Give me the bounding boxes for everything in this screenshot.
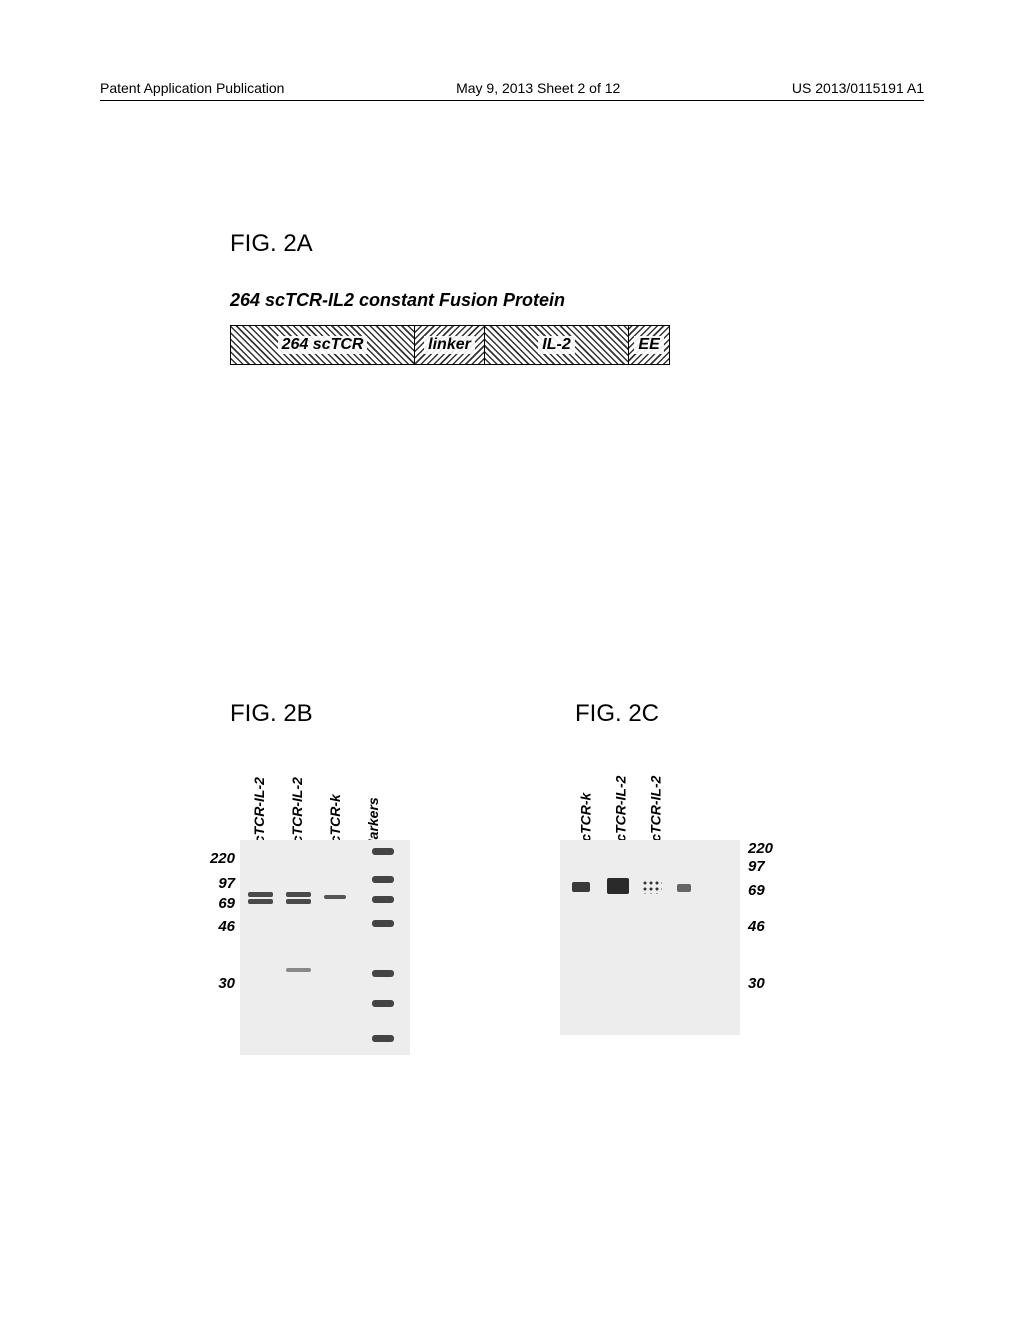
marker-band [372,1035,394,1042]
gel-b-container: scTCR-IL-2scTCR-IL-2scTCR-kMarkers 22097… [190,740,410,1055]
marker-label: 220 [210,850,235,867]
header-left: Patent Application Publication [100,80,284,96]
diagram-section-linker: linker [415,326,485,364]
header-center: May 9, 2013 Sheet 2 of 12 [456,80,620,96]
fusion-protein-diagram: 264 scTCRlinkerIL-2EE [230,325,670,365]
marker-label: 46 [748,918,765,935]
fig-2b-label: FIG. 2B [230,700,313,728]
marker-band [372,848,394,855]
diagram-section-il-2: IL-2 [485,326,629,364]
gel-band [248,892,273,897]
gel-b-image [240,840,410,1055]
gel-band [286,892,311,897]
gel-band [324,895,346,899]
marker-band [372,920,394,927]
fig-2a-label: FIG. 2A [230,230,313,258]
page-header: Patent Application Publication May 9, 20… [100,80,924,101]
gel-c-container: scTCR-kscTCR-IL-2scTCR-IL-2 22097694630 [560,740,780,1035]
gel-band [572,882,590,892]
gel-band [607,878,629,894]
marker-band [372,1000,394,1007]
diagram-section-ee: EE [629,326,669,364]
fig-2a-subtitle: 264 scTCR-IL2 constant Fusion Protein [230,290,565,311]
fig-2c-label: FIG. 2C [575,700,659,728]
marker-band [372,876,394,883]
gel-band [677,884,691,892]
gel-band [286,899,311,904]
marker-label: 30 [748,975,765,992]
marker-band [372,896,394,903]
marker-label: 97 [748,858,765,875]
header-right: US 2013/0115191 A1 [792,80,924,96]
marker-label: 220 [748,840,773,857]
marker-label: 97 [218,875,235,892]
gel-band [642,880,662,894]
marker-label: 30 [218,975,235,992]
marker-label: 69 [748,882,765,899]
marker-band [372,970,394,977]
gel-band [248,899,273,904]
marker-label: 46 [218,918,235,935]
marker-label: 69 [218,895,235,912]
gel-c-image [560,840,740,1035]
gel-band [286,968,311,972]
diagram-section-264-sctcr: 264 scTCR [231,326,415,364]
